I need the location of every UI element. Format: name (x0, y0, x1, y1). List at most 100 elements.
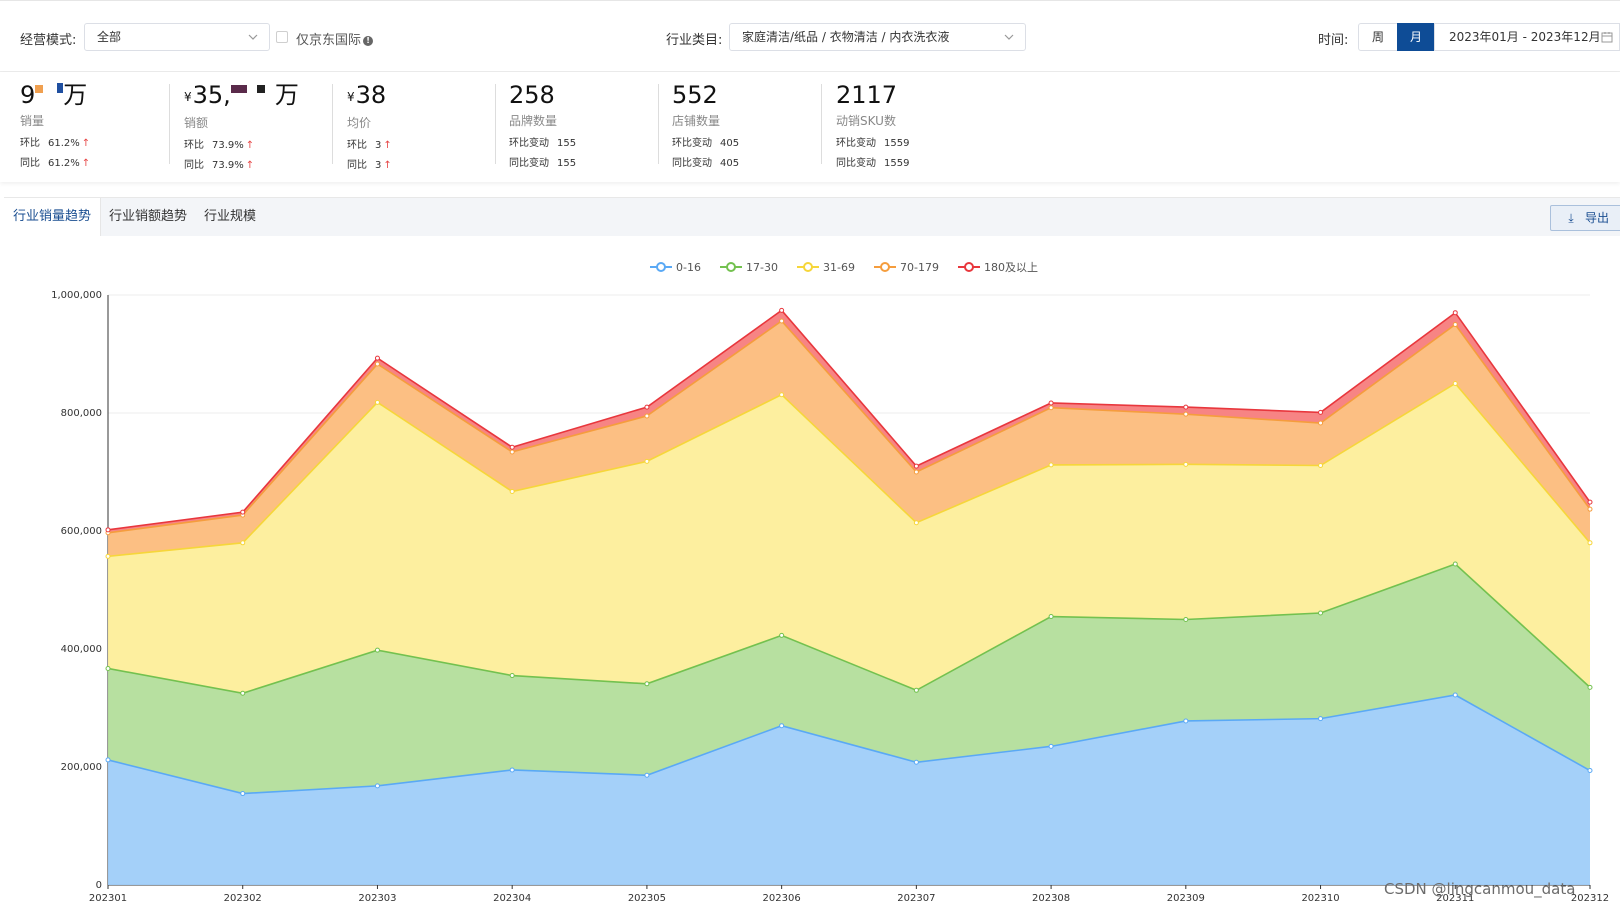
data-point (1452, 692, 1458, 698)
legend-marker-icon (650, 261, 672, 273)
legend-label: 70-179 (900, 261, 939, 274)
x-tick-label: 202307 (897, 893, 935, 904)
data-point (1452, 381, 1458, 386)
period-week-button[interactable]: 周 (1358, 23, 1398, 51)
data-point (105, 665, 111, 671)
data-point (913, 759, 919, 765)
category-select[interactable]: 家庭清洁/纸品 / 衣物清洁 / 内衣洗衣液 (729, 23, 1026, 51)
series-line-70-179 (107, 319, 1591, 534)
kpi-sku-count: 2117 动销SKU数 环比变动 1559 同比变动 1559 (836, 80, 909, 169)
kpi-mom: 环比 73.9% ↑ (184, 140, 255, 151)
data-point (1452, 322, 1458, 327)
data-point (779, 307, 785, 313)
legend-marker-icon (720, 261, 742, 273)
data-point (779, 723, 785, 729)
arrow-up-icon: ↑ (245, 140, 255, 151)
kpi-sales-amount: ¥35, 万 销额 环比 73.9% ↑ 同比 73.9% ↑ (184, 80, 299, 171)
data-point (509, 488, 515, 494)
x-tick-label: 202304 (493, 893, 531, 904)
data-point (1587, 684, 1593, 690)
data-point (509, 767, 515, 773)
series-area-180及以上 (108, 310, 1590, 533)
kpi-label: 销量 (20, 114, 45, 128)
data-point (240, 791, 246, 797)
mode-select-value: 全部 (97, 30, 122, 44)
data-point (240, 509, 246, 515)
category-label: 行业类目: (666, 33, 723, 48)
data-point (105, 527, 111, 533)
arrow-up-icon: ↑ (81, 158, 91, 169)
data-point (1452, 310, 1458, 316)
data-point (913, 520, 919, 526)
legend-marker-icon (797, 261, 819, 273)
data-point (105, 553, 111, 559)
jd-international-label: 仅京东国际! (296, 29, 374, 48)
data-point (1318, 610, 1324, 616)
date-range-value: 2023年01月 - 2023年12月 (1449, 30, 1601, 44)
legend-label: 180及以上 (984, 261, 1038, 274)
info-icon[interactable]: ! (363, 36, 374, 46)
arrow-up-icon: ↑ (383, 140, 392, 151)
jd-international-checkbox[interactable] (276, 31, 288, 43)
arrow-up-icon: ↑ (81, 138, 91, 149)
data-point (1318, 716, 1324, 722)
legend-item[interactable]: 70-179 (874, 258, 939, 278)
data-point (644, 458, 650, 464)
y-tick-label: 1,000,000 (51, 290, 102, 301)
mode-select[interactable]: 全部 (84, 23, 270, 51)
tab-industry-scale[interactable]: 行业规模 (204, 209, 257, 224)
period-month-button[interactable]: 月 (1397, 23, 1435, 51)
data-point (1587, 768, 1593, 774)
data-point (509, 673, 515, 679)
series-line-31-69 (107, 382, 1591, 558)
data-point (644, 413, 650, 419)
arrow-up-icon: ↑ (245, 160, 255, 171)
y-tick-label: 200,000 (61, 762, 102, 773)
kpi-yoy: 同比 3 ↑ (347, 160, 392, 171)
data-point (374, 783, 380, 789)
stacked-area-chart: 0 200,000 400,000 600,000 800,000 1,000,000 20… (51, 290, 1609, 904)
legend-label: 0-16 (676, 261, 701, 274)
legend-item[interactable]: 31-69 (797, 258, 855, 278)
y-tick-label: 800,000 (61, 408, 102, 419)
series-area-17-30 (108, 564, 1590, 794)
data-point (779, 632, 785, 638)
series-line-17-30 (107, 563, 1591, 695)
data-point (644, 404, 650, 410)
legend-item[interactable]: 0-16 (650, 258, 701, 278)
export-button[interactable]: ⤓ 导出 (1550, 205, 1620, 231)
kpi-divider (821, 84, 822, 164)
date-range-picker[interactable]: 2023年01月 - 2023年12月 (1434, 23, 1620, 51)
x-tick-label: 202302 (224, 893, 262, 904)
x-tick-label: 202305 (628, 893, 666, 904)
data-point (779, 392, 785, 398)
tab-sales-volume-trend[interactable]: 行业销量趋势 (4, 198, 102, 236)
y-tick-label: 400,000 (61, 644, 102, 655)
kpi-mom: 环比 3 ↑ (347, 140, 392, 151)
chevron-down-icon (1004, 34, 1014, 40)
data-point (1183, 718, 1189, 724)
arrow-up-icon: ↑ (383, 160, 392, 171)
kpi-yoy: 同比 61.2% ↑ (20, 158, 91, 169)
data-point (1183, 411, 1189, 417)
watermark: CSDN @lingcanmou_data (1384, 880, 1576, 898)
legend-item[interactable]: 180及以上 (958, 258, 1038, 278)
data-point (1048, 462, 1054, 468)
data-point (105, 757, 111, 763)
tab-sales-amount-trend[interactable]: 行业销额趋势 (109, 209, 188, 224)
kpi-value: 2117 (836, 81, 898, 109)
data-point (1452, 561, 1458, 567)
x-tick-label: 202310 (1301, 893, 1339, 904)
kpi-value: ¥35, 万 (184, 81, 299, 109)
kpi-value: 258 (509, 81, 555, 109)
data-point (240, 540, 246, 546)
data-point (374, 647, 380, 653)
y-tick-label: 0 (96, 880, 102, 891)
series-line-0-16 (107, 694, 1591, 795)
legend-item[interactable]: 17-30 (720, 258, 778, 278)
series-area-70-179 (108, 320, 1590, 557)
kpi-mom: 环比 61.2% ↑ (20, 138, 91, 149)
data-point (1318, 420, 1324, 426)
x-tick-label: 202306 (763, 893, 801, 904)
